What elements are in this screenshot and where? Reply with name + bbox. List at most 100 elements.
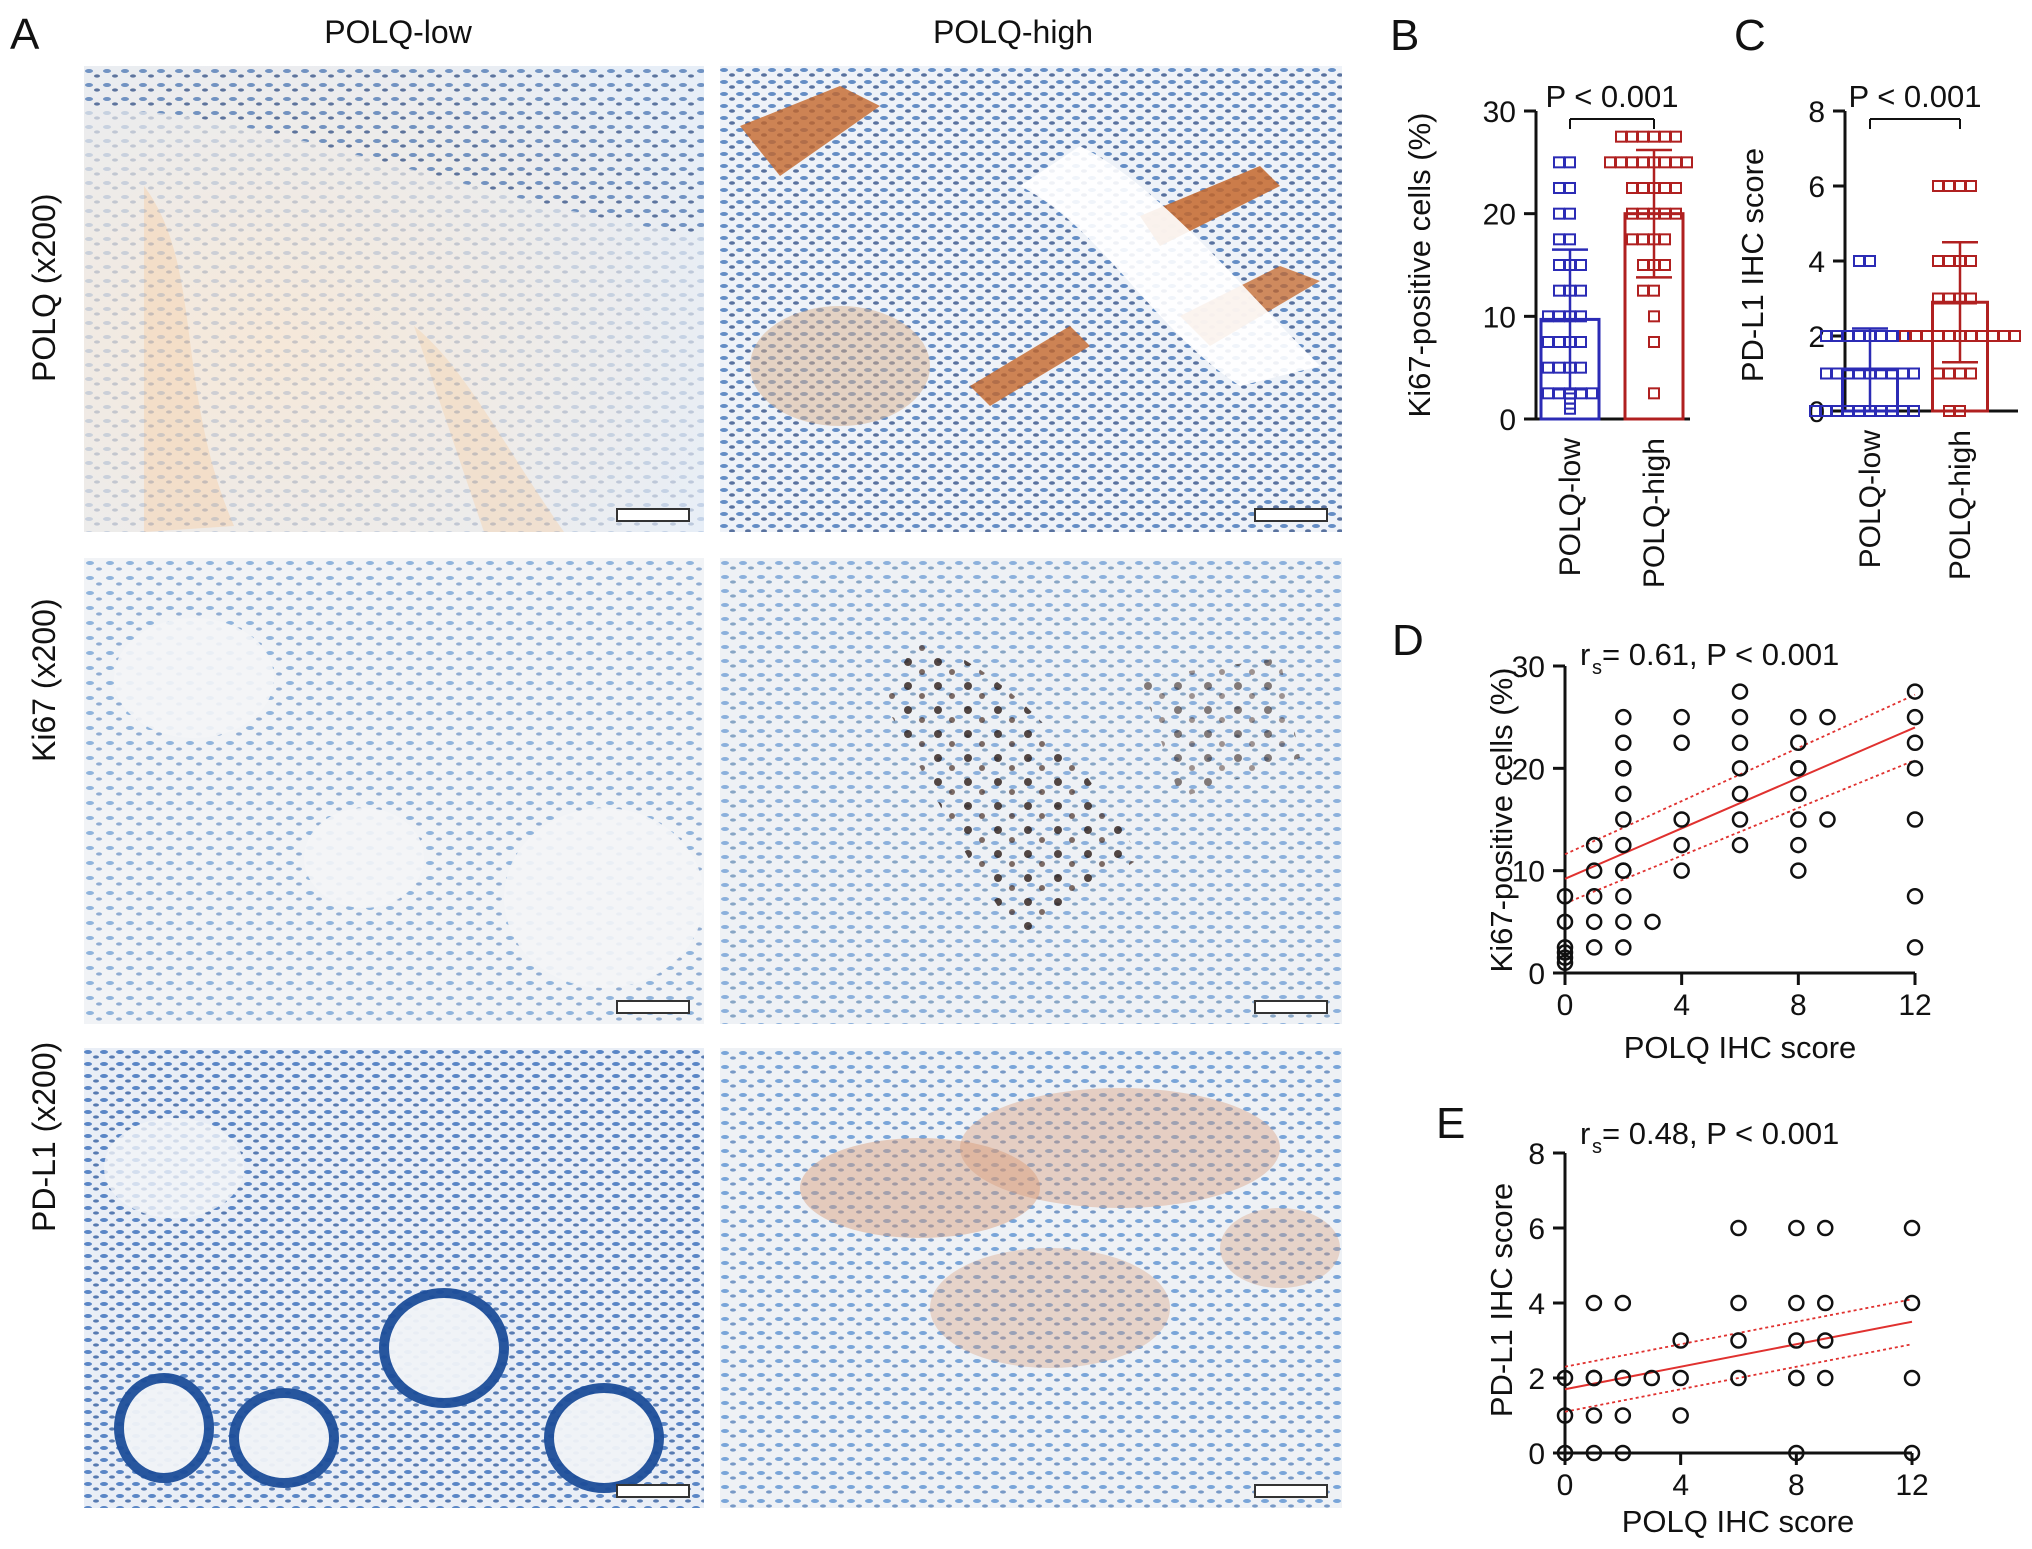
data-point xyxy=(1614,1407,1632,1424)
p-value-annotation: P < 0.001 xyxy=(1545,79,1678,114)
data-point xyxy=(1731,734,1749,751)
data-point xyxy=(1906,734,1924,751)
scale-bar xyxy=(1254,1000,1328,1014)
panel-a-letter: A xyxy=(10,10,40,59)
data-point xyxy=(1730,1219,1747,1237)
y-tick-label: 10 xyxy=(1483,301,1516,334)
data-point xyxy=(1615,836,1632,854)
data-point xyxy=(1897,367,1909,380)
data-point xyxy=(1556,1444,1574,1462)
data-point xyxy=(1564,402,1576,415)
confidence-band-lower xyxy=(1564,759,1916,905)
data-point xyxy=(1542,310,1554,323)
data-point xyxy=(1965,180,1977,192)
data-point xyxy=(1790,811,1807,828)
data-point xyxy=(1556,888,1574,905)
data-point xyxy=(1615,913,1632,931)
data-point xyxy=(1965,292,1977,305)
y-tick-label: 4 xyxy=(1528,1288,1545,1321)
column-title-polq-low: POLQ-low xyxy=(324,14,472,50)
data-point xyxy=(1614,1444,1632,1462)
x-tick-label: 12 xyxy=(1898,989,1931,1022)
data-point xyxy=(1899,330,1911,342)
correlation-title-r: r xyxy=(1580,637,1590,672)
data-point xyxy=(1575,336,1587,348)
data-point xyxy=(1564,233,1576,246)
data-point xyxy=(1575,259,1587,271)
column-title-polq-high: POLQ-high xyxy=(932,14,1094,50)
data-point xyxy=(1615,785,1632,803)
data-point xyxy=(1575,361,1587,374)
data-point xyxy=(2009,330,2021,342)
data-point xyxy=(1730,1369,1747,1387)
data-point xyxy=(1615,708,1632,726)
y-axis-label: PD-L1 IHC score xyxy=(1735,148,1770,382)
panel-d-letter: D xyxy=(1392,616,1424,665)
data-point xyxy=(1553,233,1565,246)
y-tick-label: 10 xyxy=(1512,856,1545,889)
data-point xyxy=(1553,284,1565,297)
data-point xyxy=(1648,336,1660,348)
data-point xyxy=(1585,939,1603,956)
data-point xyxy=(1672,1369,1689,1387)
data-point xyxy=(1932,292,1944,305)
micrograph-pdl1-low xyxy=(84,1048,704,1508)
x-axis-label: POLQ IHC score xyxy=(1624,1030,1857,1065)
x-tick-label: 12 xyxy=(1895,1469,1928,1502)
data-point xyxy=(1585,862,1603,879)
data-point xyxy=(1903,1219,1921,1237)
p-value-annotation: P < 0.001 xyxy=(1848,79,1981,114)
data-point xyxy=(1542,361,1554,374)
data-point xyxy=(1673,734,1690,751)
data-point xyxy=(1626,130,1638,143)
data-point xyxy=(1553,361,1565,374)
data-point xyxy=(1564,156,1576,169)
data-point xyxy=(1670,130,1682,143)
data-point xyxy=(1943,255,1955,267)
data-point xyxy=(1648,130,1660,143)
data-point xyxy=(1644,913,1661,931)
data-point xyxy=(1906,683,1924,700)
data-point xyxy=(1790,760,1807,777)
data-point xyxy=(1932,330,1944,342)
data-point xyxy=(1615,130,1627,143)
panel-e-letter: E xyxy=(1436,1099,1465,1148)
data-point xyxy=(1817,1332,1834,1349)
data-point xyxy=(1943,330,1955,342)
data-point xyxy=(1637,182,1649,194)
data-point xyxy=(1987,330,1999,342)
data-point xyxy=(1672,1332,1689,1349)
data-point xyxy=(1670,207,1682,220)
data-point xyxy=(1903,1294,1921,1312)
data-point xyxy=(1819,708,1836,726)
data-point xyxy=(1817,1219,1834,1237)
data-point xyxy=(1976,330,1988,342)
data-point xyxy=(1875,330,1887,342)
data-point xyxy=(1790,836,1807,854)
data-point xyxy=(1790,734,1807,751)
y-tick-label: 8 xyxy=(1808,96,1825,129)
panel-b-letter: B xyxy=(1390,11,1419,60)
data-point xyxy=(1575,310,1587,323)
data-point xyxy=(1637,156,1649,169)
data-point xyxy=(1564,207,1576,220)
data-point xyxy=(1585,888,1603,905)
data-point xyxy=(1673,708,1690,726)
y-tick-label: 0 xyxy=(1528,1438,1545,1471)
data-point xyxy=(1730,1294,1747,1312)
data-point xyxy=(1643,1369,1660,1387)
scale-bar xyxy=(616,508,690,522)
data-point xyxy=(1556,954,1574,972)
scale-bar xyxy=(616,1000,690,1014)
data-point xyxy=(1626,233,1638,246)
x-tick-label: POLQ-low xyxy=(1854,430,1887,569)
correlation-title-text: = 0.61, P < 0.001 xyxy=(1602,637,1839,672)
data-point xyxy=(1564,182,1576,194)
y-tick-label: 0 xyxy=(1528,958,1545,991)
data-point xyxy=(1659,156,1671,169)
data-point xyxy=(1886,330,1898,342)
x-axis-label: POLQ IHC score xyxy=(1622,1504,1855,1539)
data-point xyxy=(1954,367,1966,380)
x-tick-label: 4 xyxy=(1672,1469,1689,1502)
